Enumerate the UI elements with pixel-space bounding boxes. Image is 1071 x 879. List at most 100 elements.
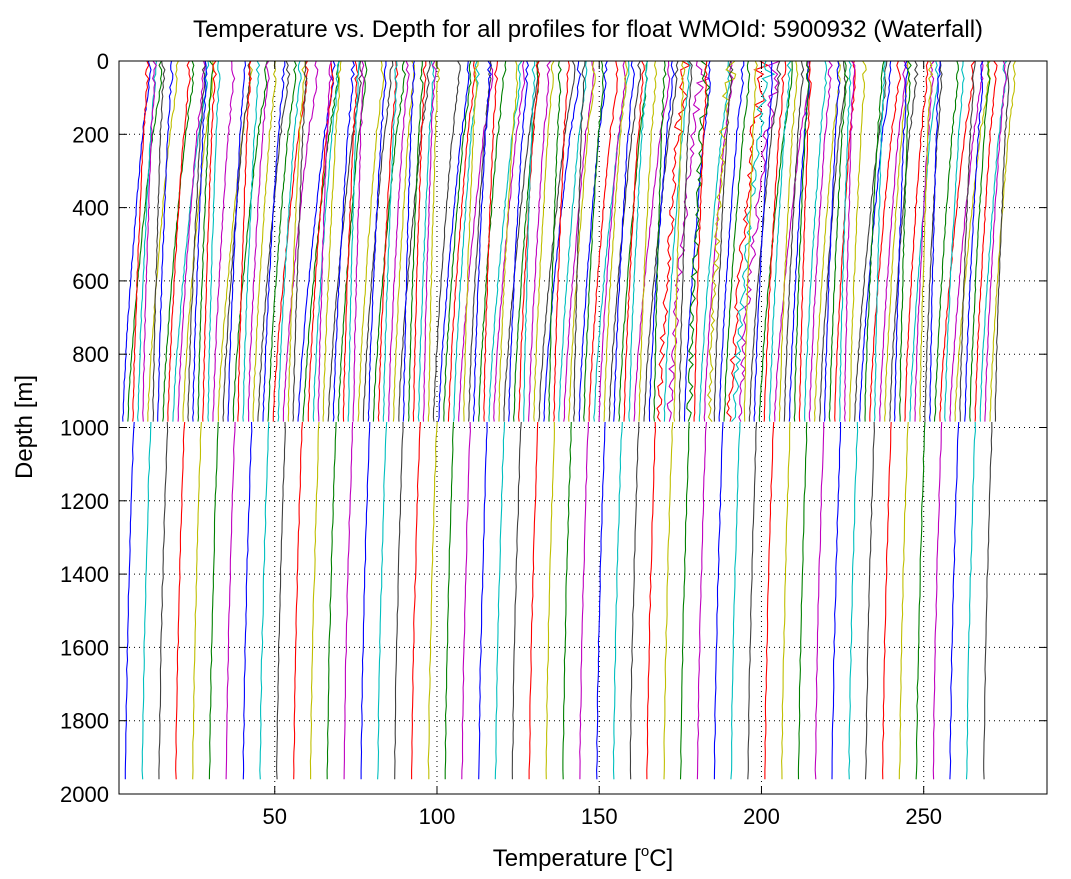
profile-line-deep [965,421,976,780]
profile-line-deep [781,421,791,780]
profile-line-deep [175,421,186,780]
profile-line-deep [192,421,202,780]
profile-line-shallow [528,60,552,422]
profile-line-shallow [167,60,191,422]
profile-line-shallow [388,60,410,422]
profile-line-shallow [738,60,781,422]
profile-line-shallow [573,60,586,422]
profile-line-shallow [813,60,841,422]
profile-line-shallow [819,60,847,422]
profile-line-shallow [944,60,965,422]
profile-line-shallow [508,60,530,422]
profile-line-shallow [227,60,247,422]
x-axis: 50 100 150 200 250 [263,61,942,829]
profile-line-shallow [598,60,627,422]
profile-line-shallow [523,60,536,422]
profile-line-shallow [798,60,812,422]
profile-line-shallow [122,60,152,422]
profile-line-shallow [919,60,934,422]
profile-line-deep [225,421,236,780]
x-tick-label: 100 [419,804,456,829]
profile-line-shallow [247,60,270,422]
profile-line-deep [747,421,758,780]
profile-line-deep [343,421,354,780]
profile-line-shallow [192,60,208,422]
profile-line-shallow [969,60,991,422]
profile-line-shallow [147,60,179,422]
profile-line-shallow [989,60,1016,422]
profile-line-deep [646,421,656,780]
profile-line-shallow [132,60,150,422]
profile-line-shallow [869,60,902,422]
profile-line-shallow [804,60,828,422]
y-tick-label: 600 [72,269,109,294]
profile-line-shallow [242,60,261,422]
profile-line-shallow [979,60,1008,422]
x-axis-label-text: Temperature [ [493,845,641,872]
profile-line-shallow [618,60,649,422]
x-tick-label: 50 [263,804,287,829]
profile-line-deep [696,421,708,780]
y-tick-label: 1200 [60,489,109,514]
profile-line-shallow [954,60,992,422]
profile-lines [122,60,1016,780]
profile-line-shallow [207,60,221,422]
profile-line-deep [276,421,286,780]
x-tick-label: 250 [905,804,942,829]
profile-line-shallow [854,60,888,422]
profile-line-deep [511,421,522,780]
profile-line-shallow [656,60,692,422]
profile-line-shallow [172,60,210,422]
profile-line-shallow [994,60,1012,422]
profile-line-deep [461,421,471,780]
profile-line-deep [764,421,775,780]
profile-line-shallow [277,60,302,422]
profile-line-shallow [623,60,645,422]
profile-line-shallow [307,60,334,422]
profile-line-shallow [187,60,207,422]
profile-line-deep [663,421,674,780]
profile-line-shallow [693,60,708,422]
profile-line-deep [848,421,859,780]
profile-line-shallow [422,60,437,422]
profile-line-shallow [613,60,635,422]
profile-line-shallow [924,60,943,422]
profile-line-shallow [783,60,805,422]
profile-line-shallow [828,60,849,422]
profile-line-shallow [212,60,236,422]
profile-line-shallow [763,60,787,422]
profile-line-shallow [703,60,734,422]
profile-line-shallow [793,60,811,422]
profile-line-deep [629,421,640,780]
profile-line-shallow [472,60,492,422]
profile-line-shallow [488,60,523,422]
profile-line-shallow [402,60,416,422]
profile-line-shallow [959,60,976,422]
profile-line-shallow [417,60,436,422]
profile-line-shallow [648,60,675,422]
profile-line-shallow [447,60,476,422]
profile-line-deep [141,421,152,780]
profile-line-deep [360,421,371,780]
profile-line-deep [932,421,943,780]
profile-line-shallow [352,60,365,422]
profile-line-shallow [377,60,399,422]
profile-line-shallow [157,60,174,422]
profile-line-shallow [663,60,691,422]
profile-line-shallow [553,60,570,422]
profile-line-shallow [678,60,693,422]
profile-line-deep [679,421,690,780]
profile-line-shallow [768,60,792,422]
profile-line-shallow [357,60,385,422]
profile-line-shallow [964,60,984,422]
profile-line-shallow [909,60,939,422]
profile-line-shallow [342,60,360,422]
profile-line-shallow [583,60,604,422]
profile-line-shallow [392,60,415,422]
profile-line-shallow [437,60,470,422]
profile-line-deep [797,421,808,780]
profile-line-shallow [773,60,810,422]
profile-line-shallow [443,60,472,422]
profile-line-shallow [673,60,686,422]
